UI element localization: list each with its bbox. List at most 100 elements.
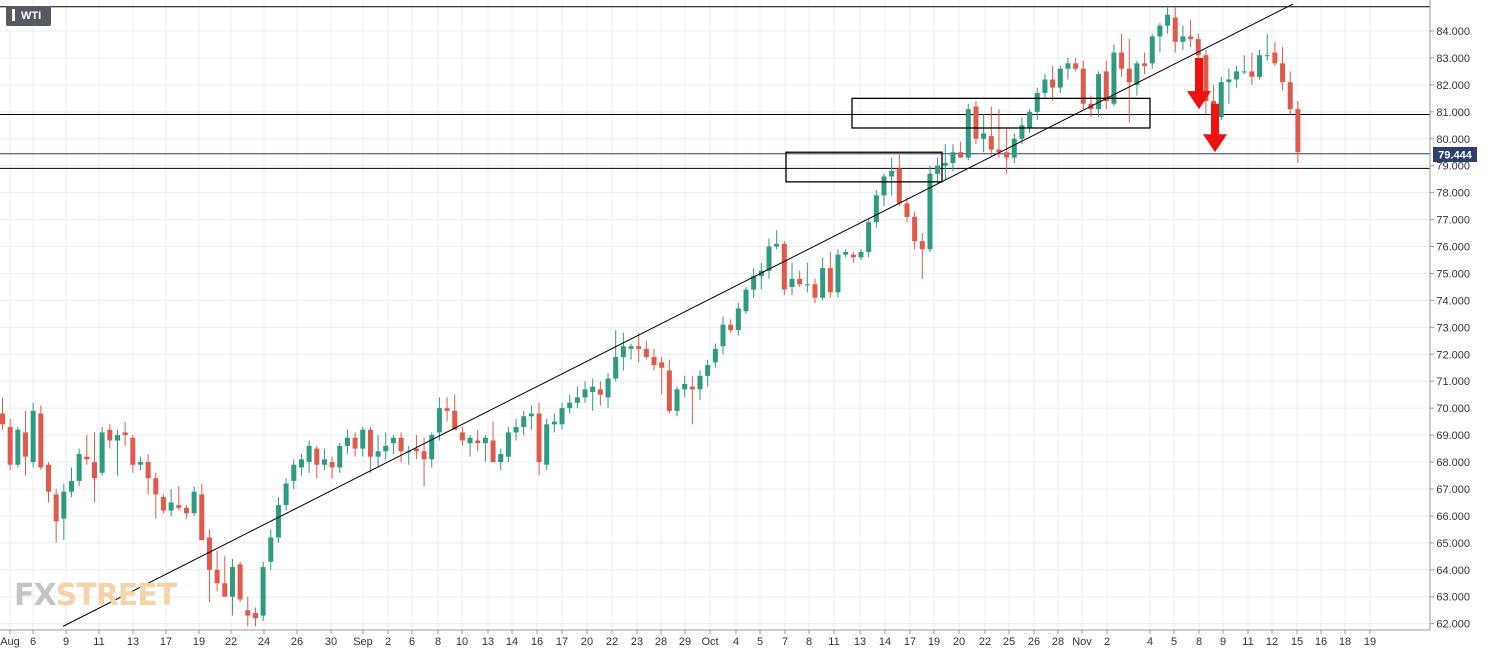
candle-body	[1126, 68, 1132, 83]
candle-body	[1027, 111, 1033, 128]
x-tick-label: 12	[1266, 636, 1278, 648]
candle-body	[1287, 82, 1293, 110]
candle	[15, 427, 21, 468]
candle	[429, 432, 435, 468]
candle	[1004, 127, 1010, 174]
candle	[153, 472, 159, 519]
y-tick-label: 70.000	[1436, 403, 1470, 415]
y-tick-label: 83.000	[1436, 53, 1470, 65]
candle	[398, 432, 404, 463]
candle-body	[889, 171, 895, 177]
candle-body	[390, 437, 396, 444]
candle-body	[183, 507, 189, 514]
candle-body	[919, 241, 925, 250]
candle	[1249, 52, 1255, 85]
candle-body	[367, 429, 373, 457]
candle-body	[160, 497, 166, 511]
x-tick-label: 2	[385, 636, 391, 648]
candle	[513, 418, 519, 441]
candle	[222, 556, 228, 597]
candle-body	[927, 173, 933, 250]
candle	[820, 257, 826, 301]
y-tick-label: 68.000	[1436, 457, 1470, 469]
candle	[329, 456, 335, 479]
candle	[1073, 57, 1079, 72]
annotations-layer	[62, 3, 1294, 627]
candle-body	[628, 346, 634, 349]
candle	[360, 427, 366, 457]
candle-body	[743, 289, 749, 312]
candle-body	[383, 445, 389, 452]
candle-body	[1004, 152, 1010, 158]
candle	[1157, 22, 1163, 53]
logo-part-fx: FX	[14, 578, 57, 613]
candle-body	[582, 389, 588, 398]
candle-body	[1034, 92, 1040, 112]
candle-body	[360, 429, 366, 449]
candle	[245, 596, 251, 627]
candle	[743, 286, 749, 314]
candle-body	[490, 440, 496, 463]
candle-body	[965, 109, 971, 158]
candle-body	[521, 416, 527, 428]
candle	[1080, 60, 1086, 110]
y-tick-label: 75.000	[1436, 268, 1470, 280]
candle	[590, 378, 596, 411]
candle-body	[682, 383, 688, 390]
candle-body	[482, 437, 488, 444]
candle	[99, 427, 105, 476]
candle-body	[835, 254, 841, 293]
candle	[206, 529, 212, 603]
candle-body	[873, 195, 879, 223]
down-arrow-icon	[1203, 103, 1227, 153]
candle	[1295, 101, 1301, 164]
current-price-badge	[1433, 147, 1477, 162]
candle	[122, 421, 128, 446]
candle	[935, 157, 941, 185]
current-price-tag: 79.444	[1433, 147, 1477, 162]
candle-body	[689, 386, 695, 390]
symbol-bar-icon	[12, 9, 15, 21]
y-tick-label: 63.000	[1436, 592, 1470, 604]
y-tick-label: 71.000	[1436, 376, 1470, 388]
candle-body	[1195, 39, 1201, 56]
y-tick-label: 66.000	[1436, 511, 1470, 523]
y-tick-label: 84.000	[1436, 26, 1470, 38]
candle-body	[191, 491, 197, 514]
candle-body	[475, 440, 481, 444]
candle-body	[375, 451, 381, 457]
candle	[950, 144, 956, 172]
logo-part-street: STREET	[55, 578, 178, 613]
candle-body	[22, 432, 28, 457]
axes-layer	[0, 0, 1431, 631]
candle	[988, 106, 994, 158]
x-tick-label: 15	[1291, 636, 1303, 648]
candle-body	[176, 505, 182, 508]
y-tick-label: 78.000	[1436, 188, 1470, 200]
candle-body	[674, 389, 680, 411]
x-tick-label: 13	[854, 636, 866, 648]
candle-body	[896, 168, 902, 204]
candle	[107, 424, 113, 449]
candle	[444, 397, 450, 422]
fxstreet-logo: FXSTREET	[14, 578, 178, 613]
y-tick-label: 80.000	[1436, 134, 1470, 146]
candle	[1065, 57, 1071, 80]
candle	[1172, 6, 1178, 53]
candle-body	[291, 464, 297, 481]
candle	[927, 165, 933, 252]
candle-body	[659, 362, 665, 368]
candle	[896, 152, 902, 207]
candle	[130, 435, 136, 473]
candle	[605, 373, 611, 409]
candle	[912, 211, 918, 250]
x-tick-label: 8	[806, 636, 812, 648]
candle	[467, 435, 473, 457]
candle-body	[712, 348, 718, 363]
candle-body	[551, 421, 557, 425]
candle-body	[988, 136, 994, 150]
candle	[337, 443, 343, 473]
candle-body	[559, 408, 565, 425]
candle-body	[91, 462, 97, 479]
candle	[1050, 66, 1056, 102]
